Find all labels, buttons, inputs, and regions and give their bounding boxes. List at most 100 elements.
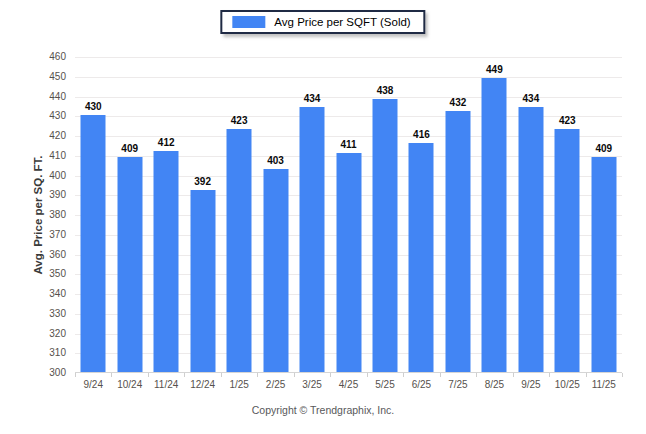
bar — [190, 190, 215, 372]
bar-value-label: 438 — [377, 85, 394, 96]
x-tick-label: 6/25 — [403, 379, 439, 390]
y-tick-label: 400 — [49, 171, 66, 181]
bar-value-label: 430 — [85, 101, 102, 112]
bar-slot: 432 — [440, 56, 476, 372]
bar-slot: 423 — [221, 56, 257, 372]
x-tick-mark — [440, 373, 441, 377]
y-tick-label: 370 — [49, 230, 66, 240]
bar-value-label: 416 — [413, 129, 430, 140]
bar — [555, 129, 580, 372]
bar-value-label: 434 — [523, 93, 540, 104]
bar — [372, 99, 397, 372]
bar-slot: 416 — [403, 56, 439, 372]
bar-value-label: 392 — [194, 176, 211, 187]
bar — [154, 151, 179, 372]
x-tick-mark — [403, 373, 404, 377]
x-tick-label: 11/24 — [148, 379, 184, 390]
bar-slot: 430 — [75, 56, 111, 372]
y-tick-label: 430 — [49, 111, 66, 121]
x-tick-mark — [294, 373, 295, 377]
x-tick-label: 3/25 — [294, 379, 330, 390]
bar-value-label: 434 — [304, 93, 321, 104]
bar-series: 430 409 412 392 423 403 434 411 438 416 432 449 434 4… — [75, 56, 622, 372]
x-tick-mark — [257, 373, 258, 377]
bar — [336, 153, 361, 372]
y-tick-label: 440 — [49, 92, 66, 102]
x-tick-label: 9/24 — [75, 379, 111, 390]
bar-slot: 423 — [549, 56, 585, 372]
bar — [591, 157, 616, 372]
bar-slot: 411 — [330, 56, 366, 372]
bar-slot: 449 — [476, 56, 512, 372]
y-tick-label: 310 — [49, 348, 66, 358]
x-tick-mark — [622, 373, 623, 377]
bar-value-label: 432 — [450, 97, 467, 108]
bar-slot: 409 — [586, 56, 622, 372]
bar-value-label: 409 — [121, 143, 138, 154]
legend-swatch — [232, 16, 265, 28]
x-tick-label: 7/25 — [440, 379, 476, 390]
bar-value-label: 411 — [340, 139, 356, 150]
bar — [263, 169, 288, 372]
bar-slot: 438 — [367, 56, 403, 372]
bar — [81, 115, 106, 372]
x-tick-label: 10/24 — [111, 379, 147, 390]
x-tick-label: 1/25 — [221, 379, 257, 390]
bar-slot: 392 — [184, 56, 220, 372]
y-tick-label: 300 — [49, 368, 66, 378]
x-tick-label: 4/25 — [330, 379, 366, 390]
legend: Avg Price per SQFT (Sold) — [220, 10, 425, 34]
y-tick-label: 410 — [49, 151, 66, 161]
bar — [117, 157, 142, 372]
x-tick-mark — [111, 373, 112, 377]
y-tick-label: 350 — [49, 269, 66, 279]
bar-value-label: 423 — [559, 115, 576, 126]
bar — [300, 107, 325, 372]
y-tick-label: 360 — [49, 250, 66, 260]
x-tick-mark — [513, 373, 514, 377]
y-axis-labels: 3003103203303403503603703803904004104204… — [0, 57, 70, 373]
x-tick-mark — [549, 373, 550, 377]
x-tick-label: 11/25 — [586, 379, 622, 390]
x-tick-mark — [330, 373, 331, 377]
bar — [518, 107, 543, 372]
x-tick-label: 2/25 — [257, 379, 293, 390]
bar-value-label: 423 — [231, 115, 248, 126]
y-tick-label: 450 — [49, 72, 66, 82]
bar-slot: 403 — [257, 56, 293, 372]
x-tick-label: 5/25 — [367, 379, 403, 390]
bar-value-label: 449 — [486, 64, 503, 75]
y-tick-label: 380 — [49, 210, 66, 220]
bar-slot: 434 — [513, 56, 549, 372]
y-tick-label: 330 — [49, 309, 66, 319]
copyright-text: Copyright © Trendgraphix, Inc. — [0, 404, 646, 416]
bar — [482, 78, 507, 372]
bar-slot: 409 — [111, 56, 147, 372]
plot-area: 430 409 412 392 423 403 434 411 438 416 432 449 434 4… — [75, 57, 622, 373]
x-tick-mark — [148, 373, 149, 377]
x-tick-label: 8/25 — [476, 379, 512, 390]
x-tick-mark — [75, 373, 76, 377]
x-tick-label: 12/24 — [184, 379, 220, 390]
bar-value-label: 403 — [267, 155, 284, 166]
x-tick-mark — [367, 373, 368, 377]
bar-slot: 434 — [294, 56, 330, 372]
y-tick-label: 460 — [49, 52, 66, 62]
y-tick-label: 420 — [49, 131, 66, 141]
x-axis-labels: 9/2410/2411/2412/241/252/253/254/255/256… — [75, 379, 622, 390]
bar-value-label: 412 — [158, 137, 175, 148]
x-axis-tick-marks — [75, 373, 622, 377]
x-tick-mark — [476, 373, 477, 377]
x-tick-mark — [586, 373, 587, 377]
bar-slot: 412 — [148, 56, 184, 372]
legend-label: Avg Price per SQFT (Sold) — [274, 16, 410, 28]
y-tick-label: 390 — [49, 190, 66, 200]
bar — [227, 129, 252, 372]
bar-value-label: 409 — [595, 143, 612, 154]
x-tick-label: 10/25 — [549, 379, 585, 390]
x-tick-label: 9/25 — [513, 379, 549, 390]
x-tick-mark — [221, 373, 222, 377]
y-tick-label: 320 — [49, 329, 66, 339]
bar — [409, 143, 434, 372]
y-tick-label: 340 — [49, 289, 66, 299]
